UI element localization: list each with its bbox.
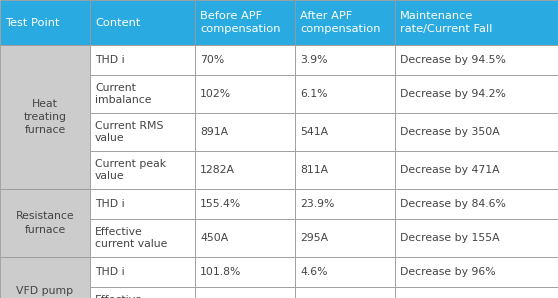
Text: Decrease by 155A: Decrease by 155A <box>400 233 499 243</box>
Bar <box>195 257 295 287</box>
Text: After APF
compensation: After APF compensation <box>300 11 381 34</box>
Text: Effective
current value: Effective current value <box>95 226 167 249</box>
Text: Maintenance
rate/Current Fall: Maintenance rate/Current Fall <box>400 11 492 34</box>
Bar <box>395 189 558 219</box>
Bar <box>395 219 558 257</box>
Text: Current RMS
value: Current RMS value <box>95 121 163 143</box>
Text: Decrease by 84.6%: Decrease by 84.6% <box>400 199 506 209</box>
Bar <box>195 287 295 298</box>
Bar <box>195 151 295 189</box>
Text: Current peak
value: Current peak value <box>95 159 166 181</box>
Bar <box>90 151 195 189</box>
Bar <box>195 45 295 75</box>
Text: Decrease by 96%: Decrease by 96% <box>400 267 496 277</box>
Text: Before APF
compensation: Before APF compensation <box>200 11 281 34</box>
Bar <box>90 75 195 113</box>
Bar <box>195 75 295 113</box>
Bar <box>295 0 395 45</box>
Text: 541A: 541A <box>300 127 328 137</box>
Bar <box>295 287 395 298</box>
Bar <box>395 151 558 189</box>
Bar <box>395 113 558 151</box>
Bar <box>0 0 90 45</box>
Text: Decrease by 94.2%: Decrease by 94.2% <box>400 89 506 99</box>
Bar <box>195 0 295 45</box>
Bar <box>295 45 395 75</box>
Bar <box>0 189 90 257</box>
Text: 70%: 70% <box>200 55 224 65</box>
Text: 102%: 102% <box>200 89 231 99</box>
Bar <box>195 189 295 219</box>
Text: 891A: 891A <box>200 127 228 137</box>
Bar <box>90 0 195 45</box>
Bar <box>0 257 90 298</box>
Text: 101.8%: 101.8% <box>200 267 242 277</box>
Bar <box>90 189 195 219</box>
Text: THD i: THD i <box>95 199 124 209</box>
Text: Resistance
furnace: Resistance furnace <box>16 211 74 235</box>
Bar <box>395 45 558 75</box>
Text: THD i: THD i <box>95 267 124 277</box>
Bar <box>295 189 395 219</box>
Text: 4.6%: 4.6% <box>300 267 328 277</box>
Text: 3.9%: 3.9% <box>300 55 328 65</box>
Bar <box>195 113 295 151</box>
Bar <box>90 219 195 257</box>
Bar <box>90 257 195 287</box>
Bar <box>90 287 195 298</box>
Bar <box>90 113 195 151</box>
Text: 295A: 295A <box>300 233 328 243</box>
Text: 450A: 450A <box>200 233 228 243</box>
Text: 1282A: 1282A <box>200 165 235 175</box>
Bar <box>295 113 395 151</box>
Text: THD i: THD i <box>95 55 124 65</box>
Text: Effective
current value: Effective current value <box>95 295 167 298</box>
Text: 155.4%: 155.4% <box>200 199 241 209</box>
Text: VFD pump: VFD pump <box>16 286 74 296</box>
Bar <box>295 75 395 113</box>
Text: 6.1%: 6.1% <box>300 89 328 99</box>
Text: Test Point: Test Point <box>5 18 60 27</box>
Bar <box>195 219 295 257</box>
Text: Content: Content <box>95 18 141 27</box>
Text: 811A: 811A <box>300 165 328 175</box>
Text: Decrease by 350A: Decrease by 350A <box>400 127 500 137</box>
Bar <box>395 0 558 45</box>
Bar <box>295 151 395 189</box>
Bar <box>295 257 395 287</box>
Bar <box>295 219 395 257</box>
Text: Decrease by 471A: Decrease by 471A <box>400 165 499 175</box>
Text: Heat
treating
furnace: Heat treating furnace <box>23 99 66 135</box>
Bar <box>395 75 558 113</box>
Text: Decrease by 94.5%: Decrease by 94.5% <box>400 55 506 65</box>
Bar <box>90 45 195 75</box>
Text: 23.9%: 23.9% <box>300 199 334 209</box>
Bar <box>395 257 558 287</box>
Bar <box>395 287 558 298</box>
Bar <box>0 45 90 189</box>
Text: Current
imbalance: Current imbalance <box>95 83 152 105</box>
